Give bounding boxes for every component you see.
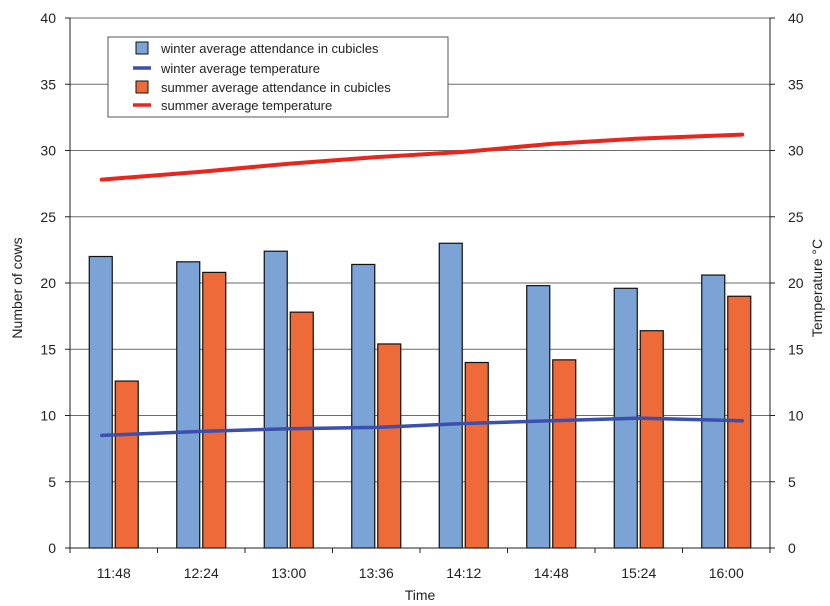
y-tick-label: 20 [40, 275, 56, 291]
y2-tick-label: 35 [788, 76, 804, 92]
y-tick-label: 15 [40, 341, 56, 357]
x-tick-label: 16:00 [709, 565, 744, 581]
x-tick-label: 12:24 [184, 565, 219, 581]
legend-label: summer average attendance in cubicles [161, 80, 391, 95]
y2-tick-label: 10 [788, 408, 804, 424]
summer-bar [114, 380, 139, 549]
y2-tick-label: 20 [788, 275, 804, 291]
legend: winter average attendance in cubicles win… [107, 36, 449, 118]
y-axis-title: Number of cows [9, 237, 25, 338]
winter-bar [438, 242, 463, 549]
x-tick-label: 14:48 [534, 565, 569, 581]
summer-bar [202, 271, 227, 549]
winter-bar [526, 285, 551, 549]
y2-axis-title: Temperature °C [809, 239, 825, 337]
x-tick-label: 15:24 [621, 565, 656, 581]
y-tick-label: 40 [40, 10, 56, 26]
x-axis-title: Time [405, 587, 436, 603]
x-tick-label: 13:00 [271, 565, 306, 581]
summer-bar [377, 343, 402, 549]
legend-label: winter average attendance in cubicles [160, 41, 379, 56]
legend-box [107, 36, 449, 118]
y2-tick-label: 5 [788, 474, 796, 490]
winter-bar [701, 274, 726, 549]
legend-label: summer average temperature [161, 98, 332, 113]
y2-tick-label: 40 [788, 10, 804, 26]
winter-temperature-line [100, 416, 744, 438]
winter-bar [351, 263, 376, 549]
winter-bar [263, 250, 288, 549]
summer-bar [639, 330, 664, 549]
winter-bar [176, 261, 201, 549]
y-tick-label: 5 [48, 474, 56, 490]
y2-tick-label: 0 [788, 540, 796, 556]
y-tick-label: 35 [40, 76, 56, 92]
winter-bar [88, 255, 113, 549]
legend-swatch [135, 80, 149, 94]
legend-swatch [135, 41, 149, 55]
y-tick-label: 25 [40, 209, 56, 225]
summer-bar [552, 359, 577, 549]
y-tick-label: 30 [40, 143, 56, 159]
summer-temperature-line [99, 132, 745, 182]
x-tick-label: 14:12 [446, 565, 481, 581]
x-tick-label: 13:36 [359, 565, 394, 581]
y2-tick-label: 25 [788, 209, 804, 225]
y-tick-label: 10 [40, 408, 56, 424]
y2-tick-label: 30 [788, 143, 804, 159]
y-tick-label: 0 [48, 540, 56, 556]
y2-tick-label: 15 [788, 341, 804, 357]
summer-bar [464, 361, 489, 549]
x-tick-label: 11:48 [97, 565, 131, 581]
legend-label: winter average temperature [160, 61, 320, 76]
